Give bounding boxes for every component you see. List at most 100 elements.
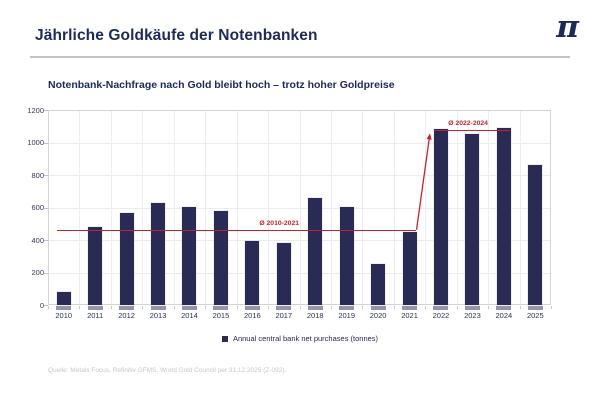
y-axis-label: 200 [31, 268, 44, 277]
x-axis-tick [330, 306, 332, 309]
bar-2025 [528, 164, 543, 305]
bar-2012 [119, 212, 134, 305]
bar-2018 [308, 198, 323, 305]
gridline-v [330, 111, 332, 304]
x-axis-label: 2018 [306, 311, 324, 320]
x-axis-label: 2020 [369, 311, 387, 320]
bar-2013 [151, 202, 166, 305]
gridline-v [362, 111, 364, 304]
x-axis-tick [48, 306, 49, 309]
legend-square-icon [221, 335, 228, 342]
bar-2011 [88, 226, 103, 305]
gridline-v [142, 111, 144, 304]
x-axis-tick [268, 306, 270, 309]
average-line [433, 130, 510, 132]
header-divider [30, 56, 570, 58]
gridline-v [79, 111, 81, 304]
bar-2016 [245, 240, 260, 305]
bar-2022 [433, 129, 448, 305]
page-title: Jährliche Goldkäufe der Notenbanken [35, 27, 318, 44]
y-axis-label: 800 [31, 170, 44, 180]
bar-foot-2014 [181, 306, 197, 310]
bar-foot-2015 [213, 306, 229, 310]
average-line-label: Ø 2022-2024 [448, 120, 488, 128]
x-axis-label: 2017 [275, 311, 293, 320]
gridline-v [488, 111, 490, 304]
y-axis-label: 1200 [27, 105, 44, 115]
x-axis-tick [551, 306, 552, 309]
gridline-v [173, 111, 175, 304]
y-axis-label: 600 [31, 203, 44, 212]
bar-foot-2022 [433, 306, 449, 310]
x-axis-label: 2023 [464, 311, 481, 320]
gridline-v [425, 111, 427, 304]
x-axis-tick [362, 306, 364, 309]
bar-foot-2025 [527, 306, 543, 310]
x-axis-tick [519, 306, 521, 309]
y-axis-label: 0 [39, 300, 44, 310]
bar-foot-2020 [370, 306, 386, 310]
x-axis-label: 2014 [181, 311, 198, 320]
bar-2010 [56, 292, 71, 305]
bar-2015 [213, 210, 228, 305]
chart-legend: Annual central bank net purchases (tonne… [0, 334, 600, 343]
x-axis-label: 2022 [432, 311, 450, 320]
bar-foot-2024 [496, 306, 512, 310]
x-axis-label: 2012 [118, 311, 135, 320]
x-axis-tick [79, 306, 81, 309]
bar-foot-2021 [402, 306, 418, 310]
bar-2019 [339, 206, 354, 305]
x-axis-tick [142, 306, 144, 309]
bar-foot-2017 [276, 306, 292, 310]
x-axis-tick [456, 306, 458, 309]
average-line [56, 229, 416, 231]
bar-foot-2023 [464, 306, 480, 310]
y-axis-label: 1000 [27, 138, 44, 147]
x-axis-tick [393, 306, 395, 309]
y-axis-tick [44, 305, 48, 306]
x-axis-tick [110, 306, 112, 309]
x-axis-label: 2010 [55, 311, 73, 320]
bar-foot-2018 [307, 306, 323, 310]
y-axis-tick [44, 175, 48, 176]
x-axis-label: 2021 [401, 311, 418, 320]
bar-2020 [371, 263, 386, 305]
x-axis-label: 2011 [87, 311, 104, 320]
x-axis-tick [299, 306, 301, 309]
x-axis-tick [425, 306, 427, 309]
y-axis-tick [44, 272, 48, 274]
y-axis-tick [44, 240, 48, 241]
chart-title: Notenbank-Nachfrage nach Gold bleibt hoc… [48, 79, 395, 91]
bar-foot-2011 [87, 306, 103, 310]
legend-label: Annual central bank net purchases (tonne… [232, 334, 379, 343]
bar-2021 [402, 231, 417, 305]
gridline-v [110, 111, 112, 304]
gridline-v [393, 111, 395, 304]
pi-logo-icon: π [556, 9, 579, 45]
bar-2024 [496, 127, 511, 305]
x-axis-tick [205, 306, 207, 309]
x-axis-label: 2025 [526, 311, 544, 320]
y-axis-tick [44, 142, 48, 144]
x-axis-label: 2013 [149, 311, 167, 320]
x-axis-tick [488, 306, 490, 309]
gridline-v [299, 111, 301, 304]
x-axis-label: 2019 [338, 311, 355, 320]
gridline-v [205, 111, 207, 304]
x-axis-label: 2015 [212, 311, 230, 320]
bar-foot-2012 [119, 306, 135, 310]
bar-foot-2010 [56, 306, 72, 310]
y-axis-tick [44, 207, 48, 209]
y-axis-tick [44, 110, 48, 111]
source-note: Quelle: Metals Focus, Refinitiv GFMS, Wo… [48, 367, 287, 374]
gridline-v [519, 111, 521, 304]
bar-foot-2019 [339, 306, 355, 310]
bar-2023 [465, 134, 480, 305]
bar-2017 [276, 243, 291, 305]
bar-foot-2016 [244, 306, 260, 310]
x-axis-tick [173, 306, 175, 309]
gridline-v [268, 111, 270, 304]
x-axis-tick [236, 306, 238, 309]
x-axis-label: 2016 [244, 311, 261, 320]
